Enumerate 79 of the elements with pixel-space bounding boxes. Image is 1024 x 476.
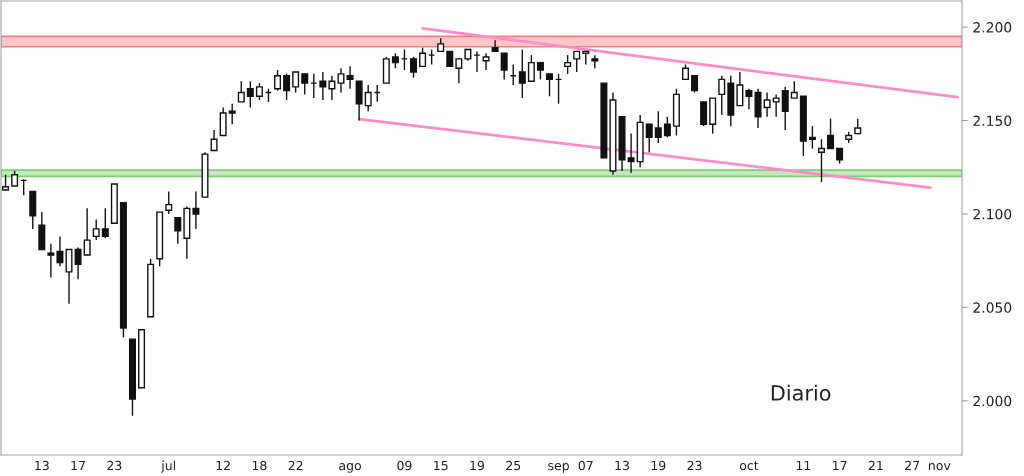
y-tick-label: 2.100: [973, 208, 1012, 220]
candlestick: [346, 65, 354, 90]
candlestick: [228, 103, 236, 125]
candlestick: [246, 80, 254, 109]
candlestick: [808, 125, 816, 150]
x-tick-label: 22: [288, 460, 303, 471]
x-tick-label: 19: [470, 460, 485, 471]
x-tick-label: 17: [71, 460, 85, 471]
candlestick: [65, 248, 73, 305]
y-tick-label: 2.150: [973, 115, 1012, 127]
candlestick: [573, 50, 581, 73]
x-tick-label: 09: [397, 460, 412, 471]
candlestick: [83, 207, 91, 256]
x-tick-label: 18: [252, 460, 267, 471]
candlestick: [219, 106, 227, 137]
candlestick: [745, 88, 753, 111]
candlestick: [410, 56, 418, 79]
candlestick: [455, 58, 463, 84]
y-tick-label: 2.050: [973, 302, 1012, 313]
x-tick-label: 21: [868, 460, 883, 471]
candlestick: [817, 138, 825, 183]
candlestick: [654, 110, 662, 144]
candlestick: [564, 54, 572, 75]
candlestick: [283, 73, 291, 101]
x-tick-label: 12: [216, 460, 230, 471]
candlestick: [419, 46, 427, 68]
x-tick-label: 19: [651, 460, 666, 471]
y-tick-label: 2.000: [973, 395, 1012, 407]
candlestick: [763, 91, 771, 118]
candlestick: [736, 71, 744, 107]
candlestick: [827, 117, 835, 150]
candlestick: [500, 52, 508, 81]
candlestick: [518, 48, 526, 99]
candlestick: [663, 116, 671, 139]
x-tick-label: 23: [687, 460, 702, 471]
x-tick-label: 11: [796, 460, 811, 471]
x-tick-label: jul: [161, 460, 175, 473]
candlestick: [47, 243, 55, 279]
candlestick: [328, 74, 336, 101]
candlestick: [482, 52, 490, 71]
candlestick: [210, 129, 218, 152]
candlestick: [546, 73, 554, 97]
candlestick: [355, 80, 363, 122]
candlestick: [364, 84, 372, 112]
x-tick-label: 15: [434, 460, 448, 471]
y-tick-label: 2.200: [973, 22, 1012, 33]
x-tick-label: 17: [833, 460, 847, 471]
candlestick: [74, 246, 82, 281]
candlestick: [92, 218, 100, 241]
candlestick: [700, 101, 708, 127]
candlestick: [718, 74, 726, 116]
candlestick: [319, 71, 327, 101]
x-tick-label: nov: [928, 463, 951, 471]
candlestick: [292, 71, 300, 94]
candlestick: [165, 190, 173, 215]
candlestick: [101, 207, 109, 239]
x-tick-label: 27: [905, 460, 920, 471]
x-tick-label: 23: [107, 460, 122, 471]
x-tick-label: sep: [548, 463, 569, 473]
candlestick: [174, 217, 182, 245]
x-tick-label: 07: [578, 460, 593, 471]
candlestick: [591, 54, 599, 69]
candlestick: [645, 123, 653, 153]
candlestick: [527, 54, 535, 82]
candlestick: [772, 93, 780, 118]
candlestick: [192, 190, 200, 230]
candlestick: [301, 73, 309, 96]
candlestick: [627, 132, 635, 174]
x-tick-label: ago: [339, 463, 361, 473]
candlestick: [237, 80, 245, 103]
x-tick-label: 13: [35, 460, 49, 471]
annotation: Diario: [771, 384, 831, 401]
candlestick: [274, 69, 282, 92]
candlestick: [337, 67, 345, 94]
x-tick-label: 25: [506, 460, 521, 471]
candlestick: [781, 86, 789, 131]
x-tick-label: oct: [739, 461, 759, 471]
candlestick: [56, 235, 64, 267]
x-tick-label: 13: [615, 460, 629, 471]
